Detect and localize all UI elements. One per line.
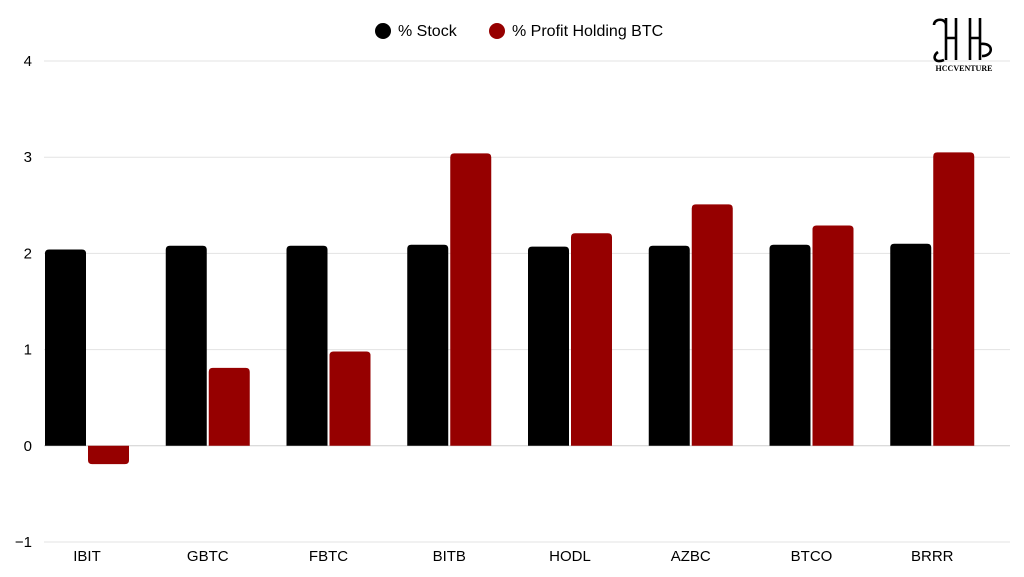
y-tick-label: 4	[24, 53, 32, 70]
bar-stock-hodl	[528, 246, 569, 446]
bar-profit-brrr	[933, 152, 975, 446]
bar-profit-btco	[812, 225, 854, 446]
y-tick-label: 3	[24, 149, 32, 166]
y-tick-label: −1	[15, 534, 32, 551]
x-category-label: BTCO	[791, 548, 833, 565]
bars	[45, 152, 975, 465]
bar-stock-azbc	[648, 245, 690, 446]
bar-stock-brrr	[890, 243, 932, 446]
bar-profit-bitb	[450, 153, 492, 446]
bar-stock-fbtc	[286, 245, 328, 446]
bar-profit-fbtc	[329, 351, 371, 446]
x-category-label: FBTC	[309, 548, 348, 565]
bar-stock-bitb	[407, 244, 449, 446]
bar-stock-ibit	[45, 249, 86, 446]
bar-stock-gbtc	[165, 245, 207, 446]
y-tick-label: 2	[24, 245, 32, 262]
bar-profit-gbtc	[208, 367, 250, 446]
hh-monogram-icon	[932, 18, 993, 63]
legend: % Stock % Profit Holding BTC	[375, 23, 663, 40]
legend-marker	[375, 23, 391, 39]
x-category-label: IBIT	[73, 548, 101, 565]
x-category-label: AZBC	[671, 548, 711, 565]
y-axis-ticks: −1 0 1 2 3 4	[15, 53, 32, 551]
y-tick-label: 0	[24, 438, 32, 455]
bar-profit-azbc	[691, 204, 733, 446]
x-category-label: HODL	[549, 548, 591, 565]
bar-stock-btco	[769, 244, 811, 446]
y-tick-label: 1	[24, 342, 32, 359]
legend-marker	[489, 23, 505, 39]
legend-label: % Stock	[398, 23, 458, 40]
x-category-label: BITB	[433, 548, 466, 565]
bar-profit-hodl	[571, 233, 612, 446]
logo-text: HCCVENTURE	[936, 64, 993, 73]
bar-profit-ibit	[88, 445, 129, 465]
hccventure-logo: HCCVENTURE	[932, 18, 993, 73]
x-category-label: BRRR	[911, 548, 954, 565]
x-category-label: GBTC	[187, 548, 229, 565]
legend-label: % Profit Holding BTC	[512, 23, 663, 40]
x-axis-categories: IBIT GBTC FBTC BITB HODL AZBC BTCO BRRR	[73, 548, 953, 565]
